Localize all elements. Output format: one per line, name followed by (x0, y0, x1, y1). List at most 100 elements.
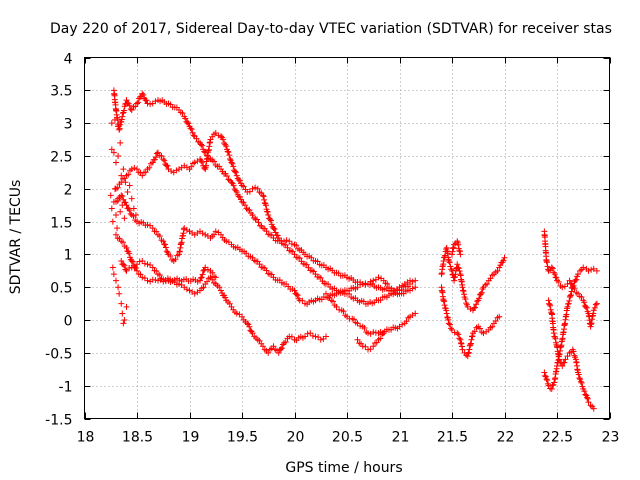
y-axis-label: SDTVAR / TECUs (8, 180, 24, 295)
data-point (212, 274, 219, 281)
data-point (197, 277, 203, 284)
data-point (386, 284, 392, 291)
data-point (464, 353, 471, 360)
data-point (568, 291, 574, 298)
data-point (115, 152, 122, 159)
data-point (200, 267, 207, 274)
data-point (193, 135, 200, 142)
data-point (317, 336, 324, 343)
data-point (460, 287, 467, 294)
data-point (113, 159, 119, 166)
data-point (109, 264, 116, 271)
data-point (121, 215, 128, 222)
data-point (121, 107, 128, 114)
data-point (164, 162, 171, 169)
data-point (226, 152, 233, 159)
data-point (278, 237, 285, 244)
data-point (399, 321, 406, 328)
x-tick-label: 18 (77, 430, 95, 446)
data-point (496, 313, 503, 320)
data-point (365, 346, 371, 353)
data-point (573, 276, 580, 283)
data-point (156, 272, 163, 279)
data-point (118, 257, 125, 264)
data-point (152, 277, 159, 284)
data-point (199, 230, 206, 237)
data-point (304, 330, 311, 337)
data-point (354, 284, 361, 291)
data-point (303, 261, 310, 268)
data-point (254, 185, 261, 192)
data-point (448, 266, 455, 273)
data-point (209, 276, 216, 283)
data-point (173, 167, 180, 174)
data-point (412, 284, 419, 291)
y-tick-label: 4 (64, 52, 73, 68)
data-point (570, 348, 577, 355)
data-point (239, 313, 245, 320)
data-point (484, 281, 490, 288)
data-point (211, 158, 217, 165)
data-point (222, 141, 229, 148)
data-point (232, 187, 239, 194)
data-point (293, 291, 300, 298)
data-point (131, 264, 138, 271)
data-point (361, 325, 368, 332)
data-point (147, 101, 154, 108)
data-point (119, 110, 126, 117)
data-point (441, 298, 448, 305)
data-point (158, 152, 165, 159)
data-point (233, 172, 240, 179)
data-point (265, 349, 272, 356)
data-point (113, 277, 119, 284)
data-point (492, 318, 499, 325)
data-point (156, 233, 163, 240)
data-point (198, 141, 205, 148)
data-point (110, 149, 117, 156)
data-point (122, 199, 129, 206)
data-point (593, 267, 600, 274)
data-point (288, 240, 295, 247)
data-point (236, 193, 243, 200)
data-point (584, 394, 591, 401)
data-point (544, 259, 551, 266)
data-point (460, 288, 467, 295)
data-point (362, 281, 369, 288)
data-point (153, 267, 160, 274)
data-point (129, 258, 136, 265)
data-point (455, 241, 462, 248)
data-point (457, 340, 464, 347)
data-point (275, 349, 282, 356)
data-point (578, 293, 585, 300)
data-point (263, 228, 270, 235)
data-point (551, 271, 558, 278)
x-tick-label: 22 (497, 430, 515, 446)
data-point (227, 156, 233, 163)
data-point (198, 157, 205, 164)
data-point (477, 325, 483, 332)
data-point (146, 164, 153, 171)
data-point (477, 290, 484, 297)
data-point (299, 297, 306, 304)
data-point (147, 261, 154, 268)
data-point (185, 120, 192, 127)
data-point (147, 222, 154, 229)
data-point (126, 182, 133, 189)
data-point (409, 285, 416, 292)
data-point (543, 376, 550, 383)
data-point (249, 185, 256, 192)
data-point (564, 353, 571, 360)
data-point (168, 168, 175, 175)
data-point (184, 119, 191, 126)
data-point (581, 388, 588, 395)
data-point (202, 231, 209, 238)
data-point (144, 100, 151, 107)
data-point (468, 333, 475, 340)
data-point (160, 156, 167, 163)
data-point (367, 346, 374, 353)
data-point (296, 255, 303, 262)
data-point (412, 310, 419, 317)
y-tick-label: 0 (64, 314, 73, 330)
x-tick-label: 19 (182, 430, 200, 446)
data-point (546, 301, 553, 308)
